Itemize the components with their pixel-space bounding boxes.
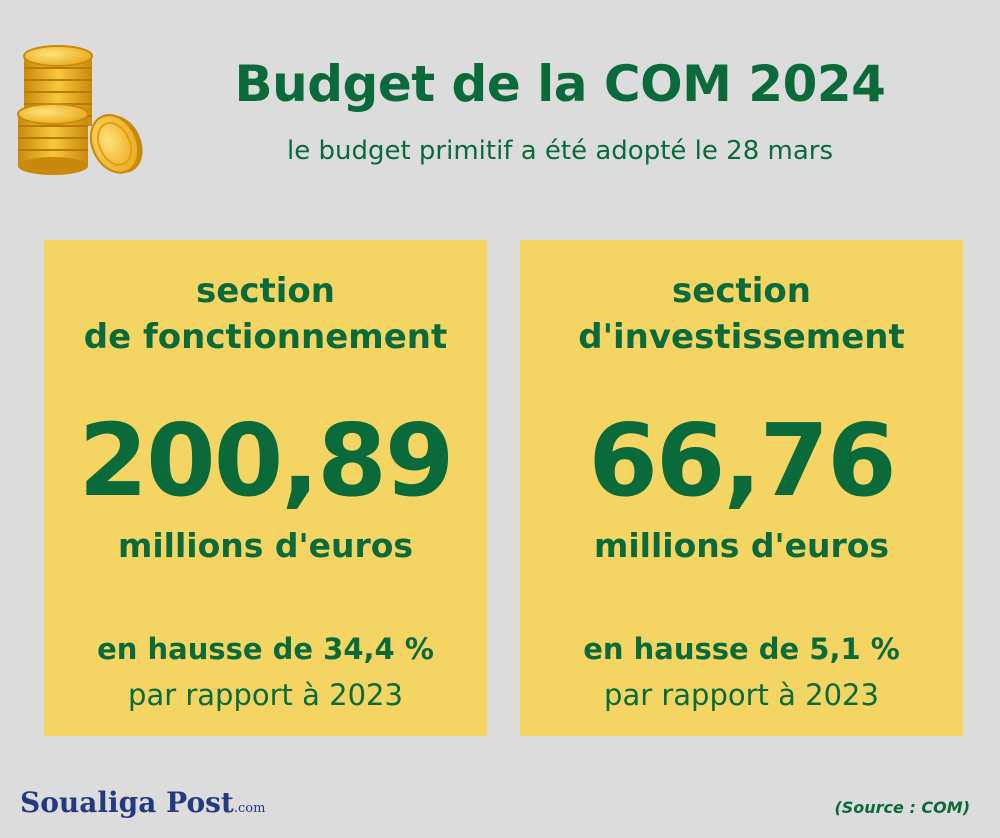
card-heading: section de fonctionnement (44, 268, 487, 360)
coins-icon (17, 45, 143, 175)
card-unit: millions d'euros (593, 526, 890, 565)
page-title: Budget de la COM 2024 (234, 55, 886, 113)
brand-suffix: .com (233, 801, 266, 816)
card-heading-line1: section (672, 271, 811, 311)
card-value: 66,76 (588, 402, 896, 519)
investment-section-card: section d'investissement 66,76 millions … (520, 240, 963, 736)
card-heading: section d'investissement (520, 268, 963, 360)
card-heading-line1: section (196, 271, 335, 311)
card-heading-line2: d'investissement (578, 317, 905, 357)
card-comparison: par rapport à 2023 (604, 678, 879, 712)
card-heading-line2: de fonctionnement (83, 317, 448, 357)
source-note: (Source : COM) (834, 798, 970, 817)
brand-logo[interactable]: Soualiga Post.com (20, 786, 265, 819)
card-comparison: par rapport à 2023 (128, 678, 403, 712)
card-change: en hausse de 34,4 % (97, 632, 434, 666)
page-subtitle: le budget primitif a été adopté le 28 ma… (286, 136, 833, 166)
operating-section-card: section de fonctionnement 200,89 million… (44, 240, 487, 736)
card-change: en hausse de 5,1 % (583, 632, 900, 666)
card-value: 200,89 (78, 402, 455, 519)
card-unit: millions d'euros (117, 526, 414, 565)
brand-name: Soualiga Post (20, 786, 234, 819)
